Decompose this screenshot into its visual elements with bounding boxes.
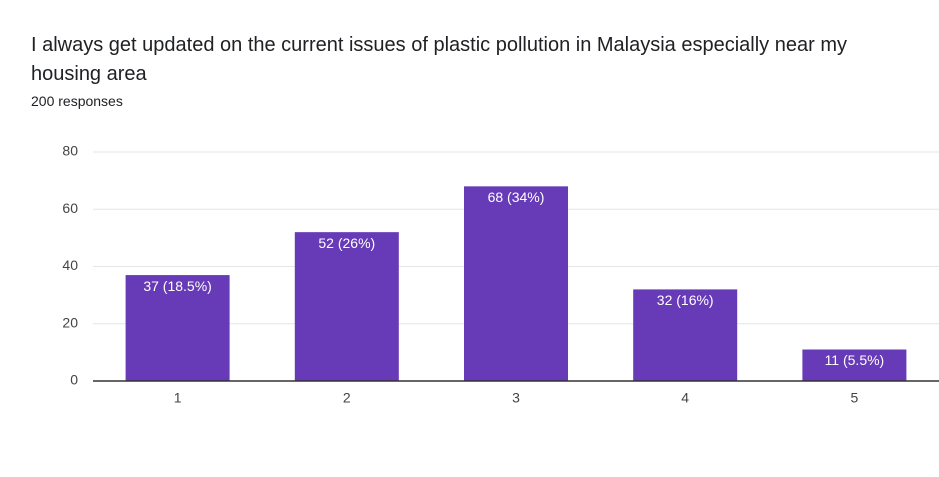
y-tick-label: 0: [70, 372, 78, 388]
value-label: 37 (18.5%): [143, 278, 211, 294]
y-tick-label: 60: [62, 200, 78, 216]
bar: [294, 232, 399, 381]
value-label: 32 (16%): [657, 292, 714, 308]
value-label: 11 (5.5%): [825, 352, 885, 368]
y-tick-label: 80: [62, 143, 78, 159]
x-tick-label: 3: [512, 390, 520, 406]
y-tick-label: 20: [62, 314, 78, 330]
x-tick-label: 4: [681, 390, 689, 406]
chart-subtitle: 200 responses: [31, 93, 123, 109]
value-label: 68 (34%): [488, 189, 545, 205]
bar: [633, 289, 738, 381]
bar: [802, 349, 907, 381]
x-tick-label: 5: [851, 390, 859, 406]
x-tick-label: 1: [174, 390, 182, 406]
y-tick-label: 40: [62, 257, 78, 273]
chart-title: I always get updated on the current issu…: [31, 34, 847, 85]
value-label: 52 (26%): [318, 235, 375, 251]
bar: [464, 186, 568, 381]
bar: [125, 275, 230, 381]
x-tick-label: 2: [343, 390, 351, 406]
